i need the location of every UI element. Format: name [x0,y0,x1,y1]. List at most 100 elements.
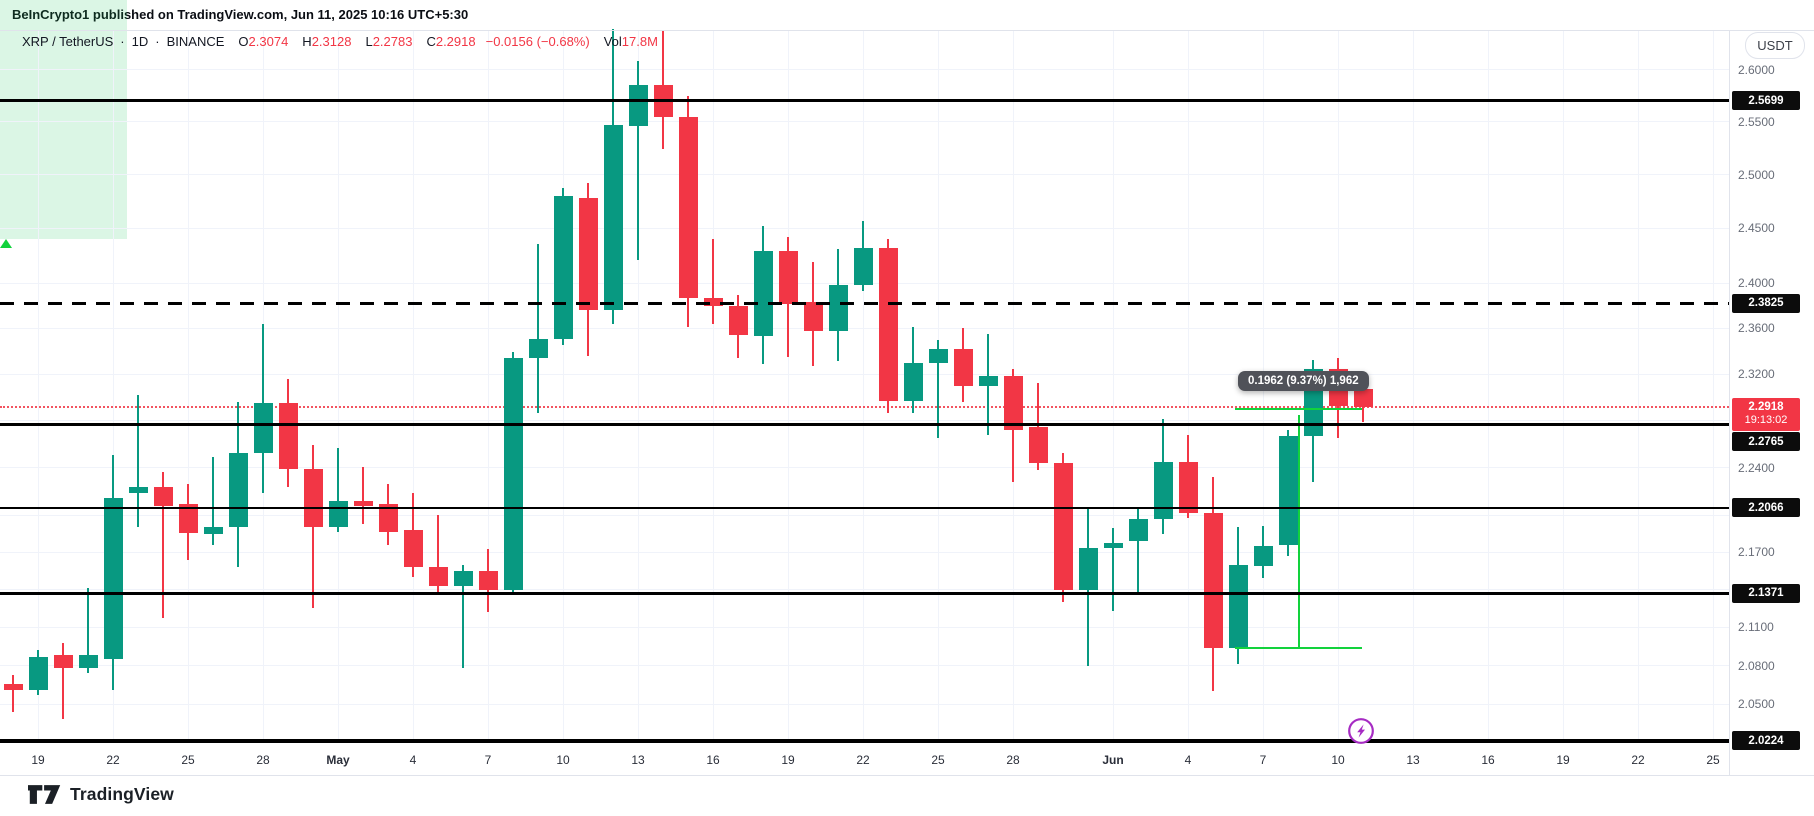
volume-label: Vol [603,34,622,49]
candle-body [28,656,48,691]
time-axis-label: 10 [556,753,570,767]
price-axis-label: 2.4500 [1738,221,1775,236]
currency-toggle-button[interactable]: USDT [1745,32,1805,59]
gridline-h [0,515,1729,517]
gridline-h [0,419,1729,421]
time-axis-label: 19 [1556,753,1570,767]
gridline-v [712,30,714,740]
price-axis-label: 2.1700 [1738,545,1775,560]
time-axis-label: 25 [931,753,945,767]
candle-body [678,117,698,298]
change-value: −0.0156 (−0.68%) [485,34,590,49]
price-axis-label: 2.6000 [1738,62,1775,77]
candle-body [1253,546,1273,567]
candle-body [453,570,473,586]
candle-wick [137,394,139,527]
candle-body [153,486,173,507]
candle-body [1128,519,1148,542]
candle-body [253,402,273,454]
time-axis[interactable]: 19 22 25 28 May 4 7 10 13 16 19 22 25 28 Jun 4 7 10 13 16 19… [0,743,1729,775]
publish-attribution: BeInCrypto1 published on TradingView.com… [12,7,469,22]
gridline-h [0,69,1729,71]
price-level-badge: 2.2066 [1732,498,1800,518]
gridline-h [0,626,1729,628]
symbol-title[interactable]: XRP / TetherUS [22,34,114,49]
gridline-h [0,665,1729,667]
candle-body [203,526,223,535]
open-label: O [238,34,249,49]
candle-wick [637,60,639,261]
price-axis-label: 2.3200 [1738,367,1775,382]
lightning-marker-icon[interactable] [1347,717,1375,745]
time-axis-label: 16 [1481,753,1495,767]
current-price-value: 2.2918 [1748,401,1784,414]
gridline-v [562,30,564,740]
time-axis-label: 4 [1184,753,1192,767]
candle-body [978,376,998,386]
candle-body [103,497,123,660]
gridline-v [1562,30,1564,740]
time-axis-label: 7 [1259,753,1267,767]
candle-body [353,501,373,507]
time-axis-label: May [326,753,350,767]
bar-countdown: 19:13:02 [1744,414,1788,427]
candle-wick [537,243,539,414]
gridline-v [412,30,414,740]
gridline-h [0,703,1729,705]
gridline-v [112,30,114,740]
candle-wick [1112,527,1114,611]
candle-body [803,302,823,331]
time-axis-label: 28 [256,753,270,767]
close-value: 2.2918 [435,34,476,49]
candle-body [1178,461,1198,514]
price-level-badge: 2.0224 [1732,731,1800,751]
price-axis-label: 2.5000 [1738,167,1775,182]
candle-body [1028,427,1048,463]
measure-center-line [1297,414,1300,649]
price-axis[interactable]: 2.6000 2.5500 2.5000 2.4500 2.4000 2.3600 2.32… [1729,30,1814,775]
time-axis-label: 22 [1631,753,1645,767]
gridline-v [862,30,864,740]
candle-wick [87,588,89,674]
gridline-v [1712,30,1714,740]
candle-body [78,655,98,669]
interval-label[interactable]: 1D [131,34,149,49]
chart-pane[interactable] [0,0,1729,775]
candle-wick [12,674,14,713]
high-value: 2.3128 [311,34,352,49]
candle-wick [362,466,364,525]
price-level-badge: 2.3825 [1732,293,1800,313]
candle-wick [712,239,714,324]
measure-tool-box[interactable] [0,0,127,240]
measure-up-arrow [0,239,12,249]
axis-bottom-border [0,775,1814,776]
candle-body [128,486,148,493]
gridline-h [0,589,1729,591]
candle-body [478,570,498,590]
candle-body [403,530,423,568]
candle-body [1353,388,1373,407]
candle-body [228,453,248,527]
candle-wick [462,564,464,669]
gridline-h [0,551,1729,553]
candle-body [928,348,948,363]
candle-body [1003,376,1023,430]
candle-body [328,501,348,527]
candle-wick [937,339,939,439]
candle-body [278,402,298,469]
measure-tooltip: 0.1962 (9.37%) 1,962 [1238,371,1369,391]
candle-body [1203,513,1223,648]
time-axis-label: 4 [409,753,417,767]
price-axis-label: 2.4000 [1738,276,1775,291]
price-level-badge: 2.2765 [1732,432,1800,452]
gridline-v [1637,30,1639,740]
candle-wick [162,472,164,619]
tradingview-logo[interactable]: TradingView [28,784,174,805]
volume-value: 17.8M [621,34,658,49]
time-axis-label: 19 [31,753,45,767]
time-axis-label: 28 [1006,753,1020,767]
price-level-line [0,423,1729,427]
time-axis-label: 25 [1706,753,1720,767]
price-axis-label: 2.2400 [1738,460,1775,475]
